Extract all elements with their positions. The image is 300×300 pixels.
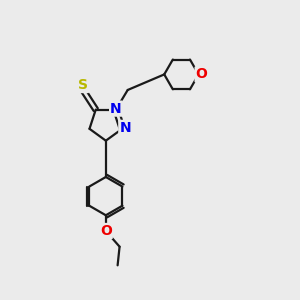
Text: N: N	[110, 102, 122, 116]
Text: O: O	[100, 224, 112, 238]
Text: O: O	[196, 68, 208, 81]
Text: N: N	[119, 121, 131, 135]
Text: S: S	[78, 78, 88, 92]
